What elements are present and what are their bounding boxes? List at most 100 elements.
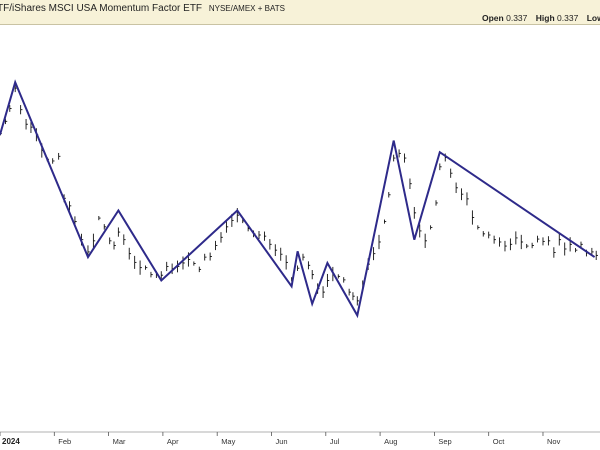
price-bar [258, 231, 261, 239]
price-bar [520, 234, 524, 250]
price-bar [419, 224, 422, 238]
price-bar [482, 231, 486, 237]
x-tick-label: Nov [547, 437, 561, 446]
price-bar [322, 286, 325, 298]
price-bar [139, 260, 142, 275]
price-bar [504, 240, 507, 252]
price-bar [471, 210, 475, 225]
price-bar [348, 288, 351, 296]
price-bar [123, 234, 126, 245]
x-tick-label: Feb [58, 437, 71, 446]
price-bar [134, 255, 137, 269]
exchange-label: NYSE/AMEX + BATS [208, 4, 285, 13]
price-bar [537, 235, 540, 243]
price-bar [580, 241, 583, 248]
x-tick-label: Apr [167, 437, 179, 446]
zigzag-series-line [0, 79, 596, 319]
price-bar [269, 239, 272, 250]
price-bar [509, 238, 513, 251]
price-bar [558, 233, 562, 246]
price-bar [307, 261, 311, 270]
price-bar [575, 248, 578, 253]
price-bar [182, 256, 185, 270]
ohlc-readout: Open 0.337 High 0.337 Low [482, 13, 600, 23]
price-bar [413, 206, 417, 219]
price-bar [117, 227, 121, 237]
price-bar [526, 243, 529, 249]
price-bar [209, 252, 212, 261]
price-bar [424, 233, 427, 248]
price-bar [553, 247, 556, 258]
price-bar [356, 296, 360, 306]
zigzag-layer [0, 79, 596, 319]
price-bar [388, 192, 391, 198]
price-bar [193, 261, 196, 266]
price-bar [455, 182, 458, 194]
price-bar [150, 271, 153, 278]
price-bar [466, 192, 469, 206]
price-bar [409, 178, 412, 189]
open-value: 0.337 [506, 13, 528, 23]
x-tick-label: Oct [493, 437, 506, 446]
price-bar [343, 277, 346, 283]
x-tick-label: Jul [330, 437, 340, 446]
price-bar [373, 247, 376, 261]
price-bar [4, 118, 8, 125]
price-bar [274, 244, 278, 257]
price-bar [326, 273, 330, 287]
price-bar [113, 241, 116, 250]
open-label: Open [482, 13, 504, 23]
x-tick-label: Mar [113, 437, 126, 446]
price-bar [198, 266, 202, 273]
price-bar [337, 274, 341, 279]
low-label: Low [586, 13, 600, 23]
price-bar [166, 261, 169, 272]
price-bar [204, 253, 207, 261]
price-bar [52, 158, 55, 164]
x-tick-label: Aug [384, 437, 397, 446]
price-bar [109, 237, 112, 245]
price-bar [547, 236, 551, 246]
price-bar [569, 237, 572, 252]
x-tick-label: Jun [275, 437, 287, 446]
price-bar [25, 119, 28, 130]
price-bar [160, 271, 164, 280]
price-bar [398, 149, 401, 158]
price-bar [98, 215, 101, 221]
price-bar [439, 163, 442, 171]
chart-title: TF/iShares MSCI USA Momentum Factor ETF … [0, 3, 285, 14]
price-bar [225, 220, 229, 233]
price-bar [280, 247, 283, 261]
price-bar [30, 121, 33, 134]
price-bar [450, 168, 453, 178]
price-bar [297, 265, 300, 271]
price-bar [404, 153, 407, 163]
price-bar [493, 235, 496, 244]
price-bar [58, 152, 61, 160]
price-bar [430, 225, 433, 230]
price-bar [499, 237, 502, 247]
price-bar [20, 105, 23, 115]
price-bar [531, 242, 534, 249]
high-value: 0.337 [557, 13, 579, 23]
price-bar [595, 250, 598, 261]
price-bar [9, 105, 12, 112]
price-bar [311, 270, 315, 280]
price-bars-layer [0, 84, 598, 306]
price-bar [285, 255, 288, 270]
price-bar [542, 237, 545, 246]
x-tick-label: Sep [438, 437, 451, 446]
price-bar [461, 188, 464, 201]
price-bar [128, 247, 132, 260]
x-tick-label: May [221, 437, 235, 446]
price-bar [564, 242, 567, 256]
price-bar [69, 201, 72, 211]
price-bar [145, 265, 148, 270]
x-tick-label-year: 2024 [2, 437, 20, 446]
price-bar [263, 231, 267, 241]
price-bar [302, 253, 305, 261]
price-bar [378, 234, 381, 250]
high-label: High [535, 13, 555, 23]
